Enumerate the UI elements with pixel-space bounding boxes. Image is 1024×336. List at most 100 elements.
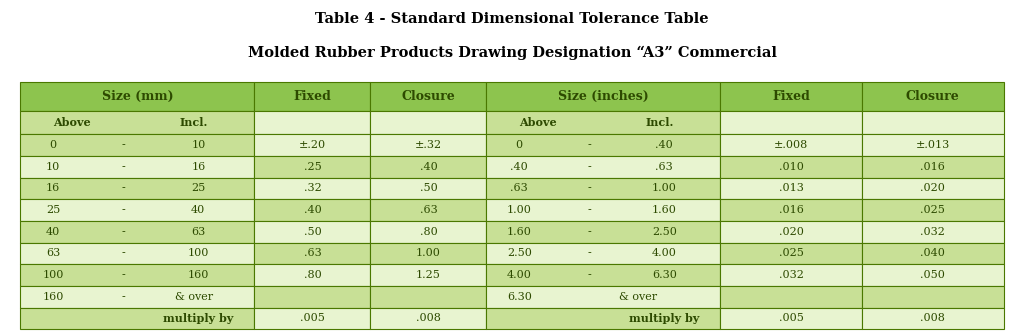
- Bar: [254, 111, 371, 134]
- Text: .80: .80: [303, 270, 322, 280]
- Bar: [862, 177, 1004, 199]
- Bar: [486, 82, 721, 111]
- Bar: [20, 111, 254, 134]
- Bar: [486, 264, 721, 286]
- Text: 100: 100: [43, 270, 63, 280]
- Bar: [20, 199, 254, 221]
- Text: 1.60: 1.60: [507, 227, 531, 237]
- Bar: [721, 199, 862, 221]
- Text: 1.00: 1.00: [416, 248, 441, 258]
- Bar: [20, 82, 254, 111]
- Text: .40: .40: [655, 140, 673, 150]
- Bar: [371, 82, 486, 111]
- Text: .005: .005: [778, 313, 804, 324]
- Bar: [721, 307, 862, 329]
- Text: multiply by: multiply by: [629, 313, 699, 324]
- Text: 16: 16: [191, 162, 206, 172]
- Text: -: -: [122, 227, 125, 237]
- Text: 10: 10: [191, 140, 206, 150]
- Bar: [371, 264, 486, 286]
- Bar: [862, 221, 1004, 243]
- Bar: [254, 243, 371, 264]
- Bar: [371, 156, 486, 177]
- Text: .40: .40: [303, 205, 322, 215]
- Bar: [20, 177, 254, 199]
- Bar: [371, 134, 486, 156]
- Text: .016: .016: [921, 162, 945, 172]
- Text: .025: .025: [921, 205, 945, 215]
- Text: .63: .63: [655, 162, 673, 172]
- Bar: [20, 307, 254, 329]
- Text: -: -: [588, 183, 591, 194]
- Bar: [254, 134, 371, 156]
- Bar: [371, 177, 486, 199]
- Bar: [371, 307, 486, 329]
- Text: .50: .50: [303, 227, 322, 237]
- Text: -: -: [588, 227, 591, 237]
- Text: Incl.: Incl.: [645, 117, 674, 128]
- Text: .020: .020: [921, 183, 945, 194]
- Text: -: -: [588, 205, 591, 215]
- Bar: [862, 286, 1004, 307]
- Bar: [721, 156, 862, 177]
- Text: 1.25: 1.25: [416, 270, 441, 280]
- Bar: [254, 307, 371, 329]
- Text: -: -: [588, 140, 591, 150]
- Text: 0: 0: [50, 140, 56, 150]
- Text: .005: .005: [300, 313, 325, 324]
- Bar: [20, 156, 254, 177]
- Text: Closure: Closure: [401, 90, 456, 103]
- Bar: [254, 177, 371, 199]
- Text: 40: 40: [191, 205, 206, 215]
- Text: ±.32: ±.32: [415, 140, 442, 150]
- Text: Above: Above: [519, 117, 557, 128]
- Text: -: -: [122, 248, 125, 258]
- Text: .008: .008: [921, 313, 945, 324]
- Text: ±.20: ±.20: [299, 140, 326, 150]
- Bar: [20, 264, 254, 286]
- Bar: [721, 221, 862, 243]
- Text: -: -: [122, 205, 125, 215]
- Text: -: -: [588, 248, 591, 258]
- Text: -: -: [122, 292, 125, 302]
- Bar: [371, 286, 486, 307]
- Text: .63: .63: [420, 205, 437, 215]
- Bar: [862, 82, 1004, 111]
- Bar: [721, 286, 862, 307]
- Text: Molded Rubber Products Drawing Designation “A3” Commercial: Molded Rubber Products Drawing Designati…: [248, 45, 776, 60]
- Text: 16: 16: [46, 183, 60, 194]
- Text: 160: 160: [187, 270, 209, 280]
- Text: ±.008: ±.008: [774, 140, 808, 150]
- Bar: [486, 199, 721, 221]
- Bar: [721, 177, 862, 199]
- Text: .020: .020: [778, 227, 804, 237]
- Bar: [371, 199, 486, 221]
- Text: .032: .032: [921, 227, 945, 237]
- Text: -: -: [122, 140, 125, 150]
- Text: Fixed: Fixed: [772, 90, 810, 103]
- Bar: [486, 221, 721, 243]
- Text: .40: .40: [510, 162, 528, 172]
- Text: .050: .050: [921, 270, 945, 280]
- Text: .016: .016: [778, 205, 804, 215]
- Bar: [20, 243, 254, 264]
- Bar: [254, 82, 371, 111]
- Bar: [721, 264, 862, 286]
- Text: Size (inches): Size (inches): [558, 90, 649, 103]
- Text: 63: 63: [46, 248, 60, 258]
- Bar: [486, 134, 721, 156]
- Text: 40: 40: [46, 227, 60, 237]
- Bar: [254, 221, 371, 243]
- Bar: [862, 156, 1004, 177]
- Text: multiply by: multiply by: [163, 313, 233, 324]
- Bar: [254, 264, 371, 286]
- Text: & over: & over: [620, 292, 657, 302]
- Bar: [254, 199, 371, 221]
- Bar: [862, 199, 1004, 221]
- Text: Above: Above: [53, 117, 91, 128]
- Text: -: -: [588, 270, 591, 280]
- Bar: [862, 264, 1004, 286]
- Text: -: -: [588, 162, 591, 172]
- Bar: [254, 156, 371, 177]
- Text: -: -: [122, 162, 125, 172]
